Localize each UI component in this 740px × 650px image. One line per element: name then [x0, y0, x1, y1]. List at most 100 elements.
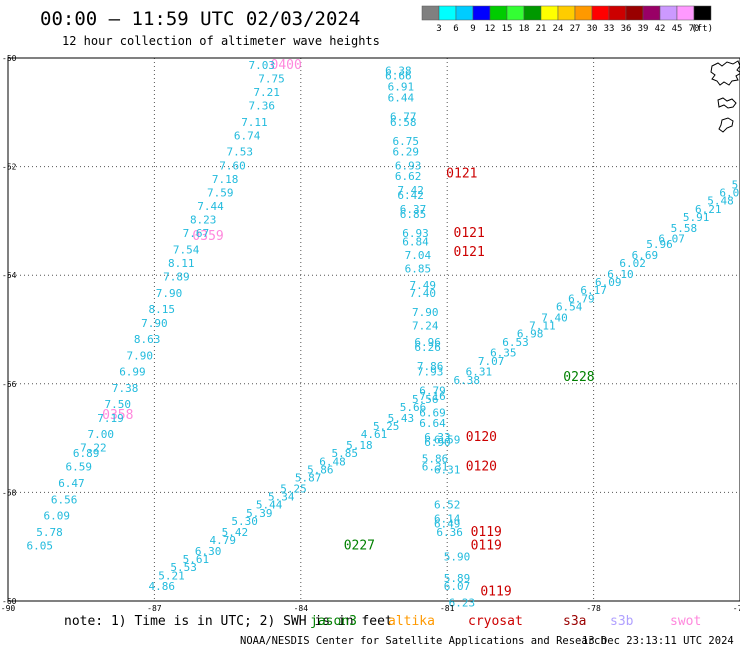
- wave-height-label: 5.42: [222, 526, 249, 539]
- wave-height-label: 6.79: [568, 292, 595, 305]
- wave-height-label: 7.21: [253, 86, 280, 99]
- pass-time-label: 0120: [466, 460, 497, 475]
- pass-time-label: 0121: [454, 226, 485, 241]
- wave-height-label: 5.86: [422, 453, 449, 466]
- x-tick-label: -81: [440, 604, 455, 613]
- wave-height-label: 6.89: [73, 447, 100, 460]
- wave-height-label: 7.00: [87, 428, 114, 441]
- satellite-legend-item: cryosat: [468, 614, 523, 629]
- wave-height-label: 6.59: [434, 434, 461, 447]
- wave-height-label: 6.84: [402, 235, 429, 248]
- colorbar-tick-label: 30: [587, 24, 598, 34]
- wave-height-label: 6.37: [400, 203, 427, 216]
- wave-height-label: 4.61: [361, 428, 388, 441]
- wave-height-label: 8.63: [134, 333, 161, 346]
- coastline-outline: [710, 60, 740, 133]
- wave-height-label: 6.35: [490, 347, 517, 360]
- wave-height-label: 5.48: [707, 195, 734, 208]
- wave-height-label: 7.16: [419, 390, 446, 403]
- satellite-legend-item: altika: [388, 614, 435, 629]
- wave-height-label: 5.87: [295, 472, 322, 485]
- chart-subtitle: 12 hour collection of altimeter wave hei…: [62, 34, 380, 48]
- wave-height-label: 6.93: [395, 159, 422, 172]
- colorbar-legend: 3 6 9 12 15 18 21 24 27 30 33 36 39 42 45 70(ft): [421, 5, 713, 34]
- wave-height-label: 6.09: [44, 510, 71, 523]
- wave-height-label: 5.56: [412, 393, 439, 406]
- pass-time-label: 0119: [471, 525, 502, 540]
- colorbar-swatch: [676, 5, 695, 21]
- pass-time-label: 0358: [102, 408, 133, 423]
- wave-height-label: 7.18: [212, 173, 239, 186]
- wave-height-label: 7.38: [112, 382, 139, 395]
- pass-time-label: 0121: [446, 166, 477, 181]
- wave-height-label: 6.62: [395, 170, 422, 183]
- colorbar-swatch: [472, 5, 491, 21]
- wave-height-label: 7.40: [410, 287, 437, 300]
- wave-height-label: 7.90: [127, 349, 154, 362]
- wave-height-label: 7.22: [80, 442, 107, 455]
- satellite-legend-item: s3b: [610, 614, 634, 629]
- y-tick-label: -52: [2, 163, 17, 172]
- wave-height-label: 6.42: [397, 189, 424, 202]
- satellite-legend: jason3 altika cryosat s3a s3b swot: [310, 614, 701, 629]
- colorbar-tick-label: 6: [453, 24, 458, 34]
- wave-height-label: 6.30: [195, 545, 222, 558]
- colorbar-swatch: [608, 5, 627, 21]
- wave-height-label: 5.85: [331, 447, 358, 460]
- wave-height-label: 5.34: [268, 491, 295, 504]
- wave-height-label: 6.47: [58, 477, 85, 490]
- colorbar-swatch: [625, 5, 644, 21]
- wave-height-label: 6.31: [434, 463, 461, 476]
- wave-height-label: 5.58: [671, 222, 698, 235]
- wave-height-label: 5.30: [231, 515, 258, 528]
- colorbar-tick-label: 12: [485, 24, 496, 34]
- wave-height-label: 6.23: [449, 596, 476, 609]
- coastline-path: [717, 97, 737, 109]
- chart-title: 00:00 – 11:59 UTC 02/03/2024: [40, 8, 360, 30]
- wave-height-label: 5.91: [683, 211, 710, 224]
- wave-height-label: 7.24: [412, 320, 439, 333]
- wave-height-label: 7.60: [219, 159, 246, 172]
- wave-height-label: 6.29: [392, 146, 419, 159]
- wave-height-label: 7.11: [241, 116, 268, 129]
- wave-height-label: 7.54: [173, 243, 200, 256]
- coastline-path: [718, 117, 734, 133]
- wave-height-label: 6.79: [419, 385, 446, 398]
- footer-timestamp: 13 Dec 23:13:11 UTC 2024: [582, 635, 734, 647]
- pass-time-label: 0121: [454, 245, 485, 260]
- wave-height-label: 6.10: [607, 268, 634, 281]
- wave-height-label: 6.52: [434, 499, 461, 512]
- note-text: note: 1) Time is in UTC; 2) SWH is in fe…: [64, 614, 393, 629]
- wave-height-label: 6.56: [51, 493, 78, 506]
- wave-height-label: 6.17: [580, 284, 607, 297]
- colorbar-swatch: [506, 5, 525, 21]
- wave-height-label: 7.03: [249, 59, 276, 72]
- wave-height-label: 4.79: [209, 534, 236, 547]
- wave-height-label: 5.25: [373, 420, 400, 433]
- wave-height-label: 5.25: [280, 482, 307, 495]
- colorbar-unit: (ft): [691, 24, 713, 34]
- colorbar-tick-label: 21: [536, 24, 547, 34]
- map-gridlines: [8, 58, 740, 601]
- x-tick-label: -84: [294, 604, 309, 613]
- wave-height-label: 7.44: [197, 200, 224, 213]
- x-tick-label: -78: [586, 604, 601, 613]
- wave-height-label: 7.19: [97, 412, 124, 425]
- colorbar-tick-label: 70: [689, 24, 700, 34]
- wave-height-label: 6.31: [466, 366, 493, 379]
- wave-height-label: 7.90: [156, 287, 183, 300]
- colorbar-tick-label: 27: [570, 24, 581, 34]
- colorbar-tick-label: 42: [655, 24, 666, 34]
- wave-height-label: 5.18: [346, 439, 373, 452]
- wave-height-label: 6.26: [414, 341, 441, 354]
- wave-height-label: 6.75: [392, 135, 419, 148]
- wave-height-label: 6.02: [719, 186, 740, 199]
- wave-height-label: 7.90: [412, 306, 439, 319]
- x-tick-label: -87: [147, 604, 162, 613]
- colorbar-tick-label: 45: [672, 24, 683, 34]
- wave-height-label: 5.35: [732, 178, 740, 191]
- wave-height-label: 8.15: [148, 303, 175, 316]
- wave-height-label: 5.78: [36, 526, 63, 539]
- colorbar-tick-label: 39: [638, 24, 649, 34]
- colorbar-tick-label: 36: [621, 24, 632, 34]
